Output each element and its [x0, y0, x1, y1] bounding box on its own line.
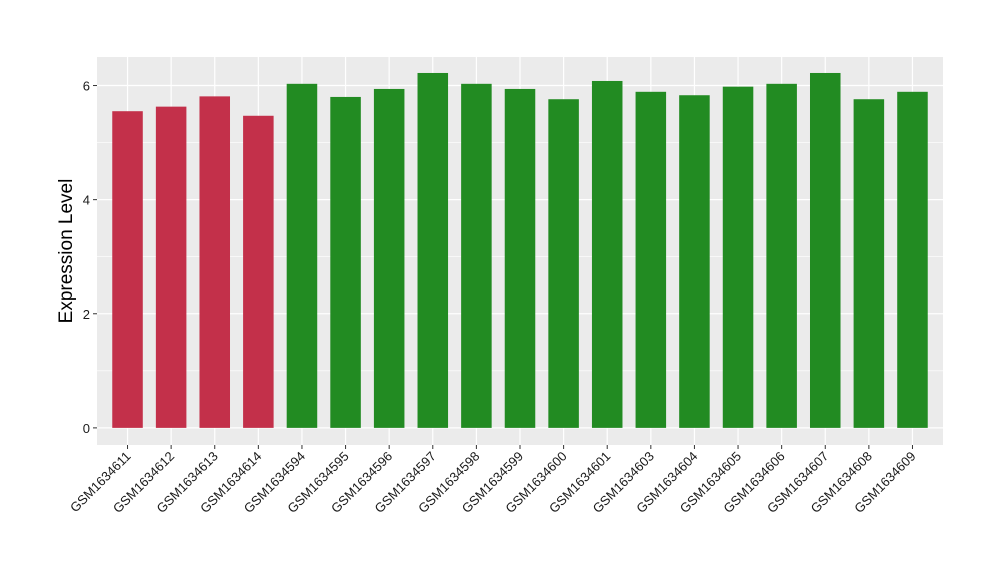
bar-GSM1634599: [504, 88, 536, 428]
bar-GSM1634595: [330, 96, 361, 428]
bar-GSM1634608: [853, 99, 885, 428]
bar-GSM1634612: [155, 106, 187, 428]
bar-GSM1634611: [112, 111, 143, 428]
bar-GSM1634607: [809, 72, 841, 428]
bar-GSM1634606: [766, 83, 797, 428]
bar-GSM1634603: [635, 91, 667, 428]
y-tick-label: 6: [83, 79, 90, 94]
x-axis: GSM1634611GSM1634612GSM1634613GSM1634614…: [67, 445, 919, 516]
bar-GSM1634609: [897, 91, 928, 428]
bar-GSM1634598: [461, 83, 492, 428]
y-tick-label: 2: [83, 307, 90, 322]
bar-GSM1634605: [722, 86, 754, 428]
bar-GSM1634601: [591, 80, 623, 428]
bar-GSM1634614: [243, 115, 274, 428]
bar-GSM1634596: [373, 88, 405, 428]
bars: [112, 72, 928, 428]
y-tick-label: 0: [83, 421, 90, 436]
bar-GSM1634604: [679, 95, 710, 428]
y-axis: 0 2 4 6: [83, 79, 97, 436]
y-axis-title: Expression Level: [56, 179, 77, 324]
y-tick-label: 4: [83, 193, 90, 208]
bar-GSM1634600: [548, 99, 579, 428]
bar-GSM1634594: [286, 83, 318, 428]
bar-GSM1634597: [417, 72, 449, 428]
bar-GSM1634613: [199, 96, 231, 428]
